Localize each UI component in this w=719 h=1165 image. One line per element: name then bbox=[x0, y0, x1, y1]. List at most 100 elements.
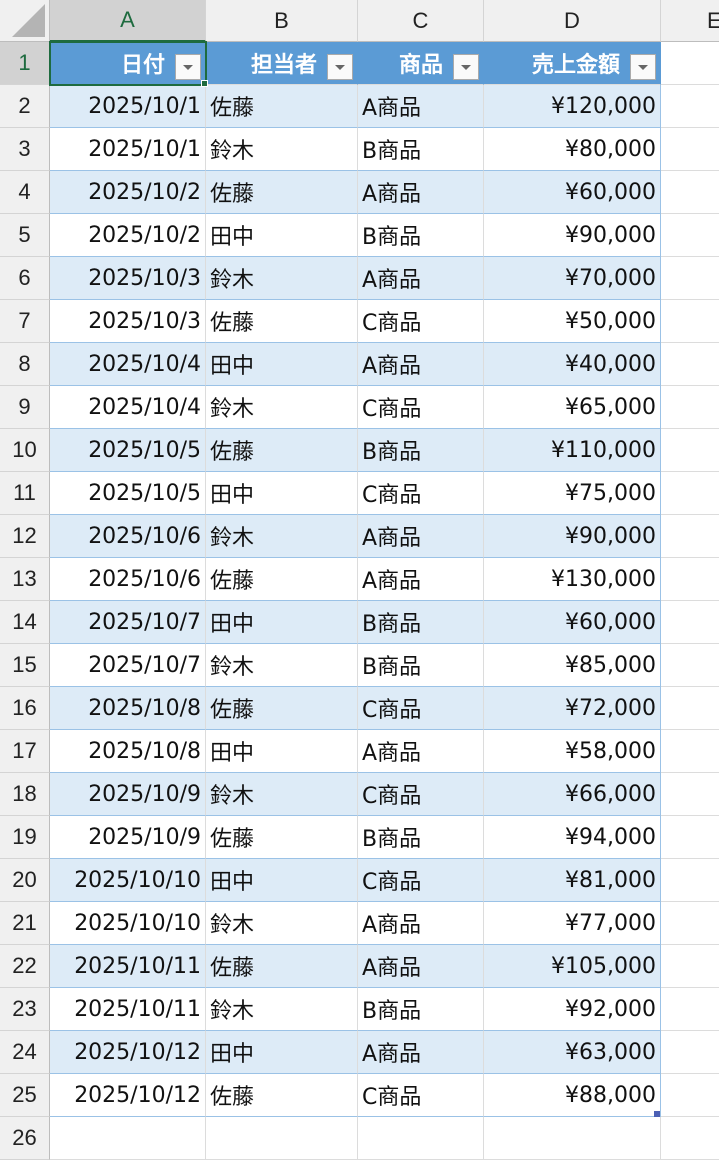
table-header-cell[interactable]: 売上金額 bbox=[484, 42, 661, 85]
filter-dropdown-button[interactable] bbox=[327, 54, 353, 80]
table-cell[interactable]: B商品 bbox=[358, 988, 484, 1031]
table-cell[interactable]: 2025/10/6 bbox=[50, 558, 206, 601]
row-header-20[interactable]: 20 bbox=[0, 859, 50, 902]
empty-cell[interactable] bbox=[661, 816, 719, 859]
table-cell[interactable]: 2025/10/1 bbox=[50, 128, 206, 171]
empty-cell[interactable] bbox=[661, 171, 719, 214]
table-cell[interactable]: 佐藤 bbox=[206, 429, 358, 472]
table-cell[interactable]: 佐藤 bbox=[206, 85, 358, 128]
empty-cell[interactable] bbox=[661, 601, 719, 644]
empty-cell[interactable] bbox=[661, 214, 719, 257]
table-cell[interactable]: 田中 bbox=[206, 859, 358, 902]
table-cell[interactable]: ¥81,000 bbox=[484, 859, 661, 902]
row-header-3[interactable]: 3 bbox=[0, 128, 50, 171]
table-cell[interactable]: ¥105,000 bbox=[484, 945, 661, 988]
table-cell[interactable]: 鈴木 bbox=[206, 386, 358, 429]
empty-cell[interactable] bbox=[661, 1074, 719, 1117]
table-cell[interactable]: 2025/10/2 bbox=[50, 171, 206, 214]
empty-cell[interactable] bbox=[661, 429, 719, 472]
row-header-19[interactable]: 19 bbox=[0, 816, 50, 859]
empty-cell[interactable] bbox=[661, 300, 719, 343]
table-cell[interactable]: C商品 bbox=[358, 472, 484, 515]
table-cell[interactable]: 鈴木 bbox=[206, 128, 358, 171]
row-header-17[interactable]: 17 bbox=[0, 730, 50, 773]
empty-cell[interactable] bbox=[661, 687, 719, 730]
table-cell[interactable]: 佐藤 bbox=[206, 816, 358, 859]
empty-cell[interactable] bbox=[661, 257, 719, 300]
table-cell[interactable]: 2025/10/5 bbox=[50, 429, 206, 472]
empty-cell[interactable] bbox=[358, 1117, 484, 1160]
table-cell[interactable]: 2025/10/12 bbox=[50, 1074, 206, 1117]
row-header-2[interactable]: 2 bbox=[0, 85, 50, 128]
table-header-cell[interactable]: 担当者 bbox=[206, 42, 358, 85]
empty-cell[interactable] bbox=[661, 42, 719, 85]
table-cell[interactable]: ¥63,000 bbox=[484, 1031, 661, 1074]
table-cell[interactable]: 鈴木 bbox=[206, 257, 358, 300]
row-header-12[interactable]: 12 bbox=[0, 515, 50, 558]
table-cell[interactable]: 2025/10/4 bbox=[50, 343, 206, 386]
table-cell[interactable]: C商品 bbox=[358, 773, 484, 816]
row-header-25[interactable]: 25 bbox=[0, 1074, 50, 1117]
table-cell[interactable]: A商品 bbox=[358, 730, 484, 773]
table-cell[interactable]: A商品 bbox=[358, 945, 484, 988]
table-cell[interactable]: ¥92,000 bbox=[484, 988, 661, 1031]
table-cell[interactable]: 2025/10/7 bbox=[50, 601, 206, 644]
table-cell[interactable]: 鈴木 bbox=[206, 902, 358, 945]
table-cell[interactable]: 2025/10/8 bbox=[50, 687, 206, 730]
table-cell[interactable]: 2025/10/9 bbox=[50, 816, 206, 859]
table-cell[interactable]: C商品 bbox=[358, 386, 484, 429]
table-cell[interactable]: 2025/10/10 bbox=[50, 902, 206, 945]
table-cell[interactable]: 2025/10/12 bbox=[50, 1031, 206, 1074]
empty-cell[interactable] bbox=[661, 1031, 719, 1074]
row-header-14[interactable]: 14 bbox=[0, 601, 50, 644]
table-cell[interactable]: 田中 bbox=[206, 343, 358, 386]
row-header-7[interactable]: 7 bbox=[0, 300, 50, 343]
row-header-16[interactable]: 16 bbox=[0, 687, 50, 730]
table-cell[interactable]: ¥65,000 bbox=[484, 386, 661, 429]
row-header-23[interactable]: 23 bbox=[0, 988, 50, 1031]
table-cell[interactable]: A商品 bbox=[358, 343, 484, 386]
table-cell[interactable]: 鈴木 bbox=[206, 515, 358, 558]
table-cell[interactable]: 田中 bbox=[206, 472, 358, 515]
row-header-24[interactable]: 24 bbox=[0, 1031, 50, 1074]
table-cell[interactable]: ¥58,000 bbox=[484, 730, 661, 773]
table-cell[interactable]: A商品 bbox=[358, 558, 484, 601]
table-cell[interactable]: 佐藤 bbox=[206, 558, 358, 601]
table-cell[interactable]: 2025/10/3 bbox=[50, 257, 206, 300]
empty-cell[interactable] bbox=[661, 902, 719, 945]
row-header-11[interactable]: 11 bbox=[0, 472, 50, 515]
table-cell[interactable]: A商品 bbox=[358, 1031, 484, 1074]
table-cell[interactable]: ¥130,000 bbox=[484, 558, 661, 601]
table-cell[interactable]: ¥88,000 bbox=[484, 1074, 661, 1117]
column-header-b[interactable]: B bbox=[206, 0, 358, 42]
table-cell[interactable]: B商品 bbox=[358, 601, 484, 644]
table-cell[interactable]: 鈴木 bbox=[206, 988, 358, 1031]
table-cell[interactable]: 2025/10/8 bbox=[50, 730, 206, 773]
table-cell[interactable]: A商品 bbox=[358, 171, 484, 214]
table-cell[interactable]: 2025/10/11 bbox=[50, 945, 206, 988]
table-cell[interactable]: ¥110,000 bbox=[484, 429, 661, 472]
table-cell[interactable]: B商品 bbox=[358, 816, 484, 859]
table-cell[interactable]: 田中 bbox=[206, 601, 358, 644]
table-cell[interactable]: 2025/10/4 bbox=[50, 386, 206, 429]
table-cell[interactable]: 2025/10/10 bbox=[50, 859, 206, 902]
empty-cell[interactable] bbox=[661, 558, 719, 601]
row-header-8[interactable]: 8 bbox=[0, 343, 50, 386]
table-cell[interactable]: 田中 bbox=[206, 730, 358, 773]
column-header-a[interactable]: A bbox=[50, 0, 206, 42]
select-all-button[interactable] bbox=[0, 0, 50, 42]
row-header-26[interactable]: 26 bbox=[0, 1117, 50, 1160]
empty-cell[interactable] bbox=[661, 730, 719, 773]
empty-cell[interactable] bbox=[206, 1117, 358, 1160]
table-cell[interactable]: A商品 bbox=[358, 257, 484, 300]
empty-cell[interactable] bbox=[661, 472, 719, 515]
table-cell[interactable]: B商品 bbox=[358, 214, 484, 257]
table-header-cell[interactable]: 日付 bbox=[50, 42, 206, 85]
table-cell[interactable]: 田中 bbox=[206, 1031, 358, 1074]
table-cell[interactable]: ¥120,000 bbox=[484, 85, 661, 128]
table-cell[interactable]: ¥40,000 bbox=[484, 343, 661, 386]
table-cell[interactable]: C商品 bbox=[358, 687, 484, 730]
column-header-d[interactable]: D bbox=[484, 0, 661, 42]
row-header-10[interactable]: 10 bbox=[0, 429, 50, 472]
table-cell[interactable]: ¥77,000 bbox=[484, 902, 661, 945]
